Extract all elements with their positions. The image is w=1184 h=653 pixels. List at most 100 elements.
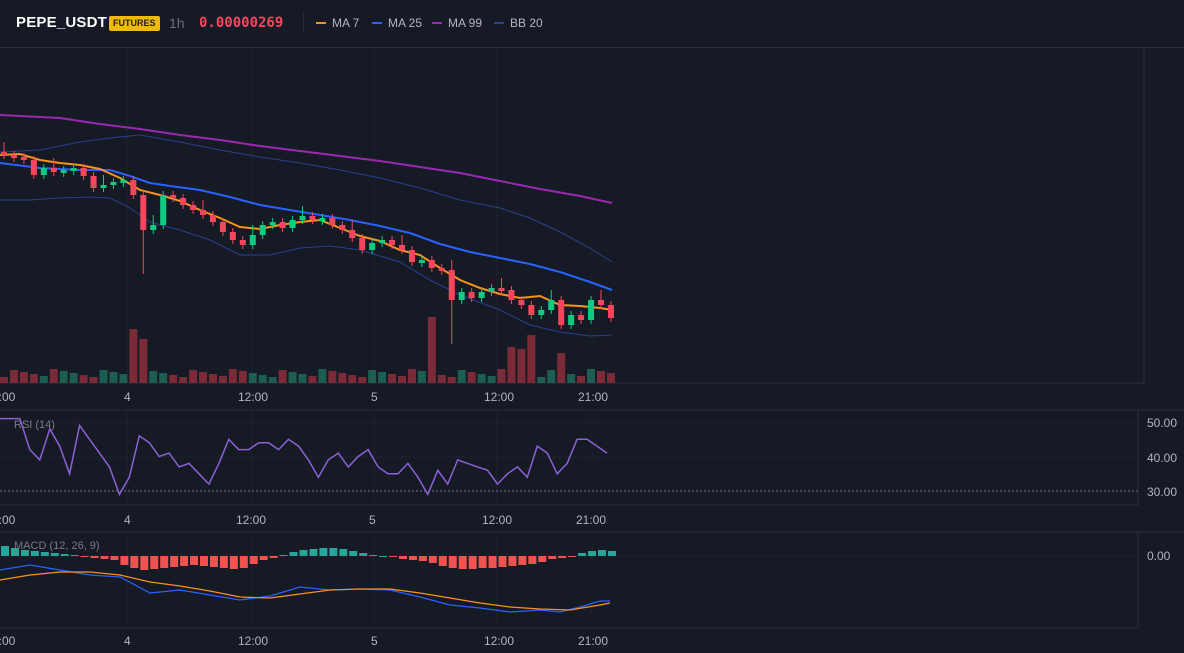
candle-body <box>498 288 505 291</box>
legend-ma7[interactable]: MA 7 <box>316 16 359 30</box>
macd-hist-bar <box>458 556 467 569</box>
volume-bar <box>19 372 28 383</box>
candle-body <box>309 216 316 220</box>
volume-bar <box>39 376 48 383</box>
volume-bar <box>29 374 38 383</box>
bb-lower-line <box>0 196 613 337</box>
candle-body <box>150 225 157 230</box>
time-tick: 4 <box>124 390 131 404</box>
candle-body <box>359 238 366 250</box>
time-tick: 5 <box>369 513 376 527</box>
volume-bar <box>238 371 247 383</box>
volume-bar <box>547 370 556 383</box>
bb-upper-line <box>0 134 613 263</box>
macd-hist-bar <box>110 556 119 560</box>
volume-bar <box>268 377 277 383</box>
volume-bar <box>507 347 516 383</box>
volume-bar <box>99 370 108 383</box>
volume-bar <box>497 369 506 383</box>
candle-body <box>389 240 396 245</box>
macd-histogram <box>1 546 616 570</box>
legend-ma99[interactable]: MA 99 <box>432 16 482 30</box>
volume-bar <box>477 374 486 383</box>
rsi-axis-tick: 30.00 <box>1147 485 1177 499</box>
macd-hist-bar <box>170 556 179 567</box>
volume-bar <box>328 371 337 383</box>
macd-hist-bar <box>1 546 9 556</box>
macd-hist-bar <box>150 556 159 569</box>
candle-body <box>528 305 535 315</box>
candle-body <box>329 218 336 225</box>
volume-bar <box>398 376 406 383</box>
candle-body <box>279 222 286 228</box>
macd-hist-bar <box>279 555 288 556</box>
volume-bar <box>308 376 317 383</box>
candle-body <box>259 225 266 235</box>
macd-hist-bar <box>229 556 238 569</box>
macd-hist-bar <box>239 556 248 568</box>
volume-bar <box>417 371 426 383</box>
candle-body <box>269 222 276 225</box>
volume-bar <box>9 370 18 383</box>
candle-body <box>200 210 206 215</box>
volume-bar <box>358 377 367 383</box>
candle-body <box>120 180 127 183</box>
interval-label[interactable]: 1h <box>169 15 185 31</box>
volume-bar <box>79 375 88 383</box>
volume-bar <box>407 369 416 383</box>
candle-body <box>428 260 435 268</box>
last-price: 0.00000269 <box>199 15 284 31</box>
legend-ma25-label: MA 25 <box>388 16 423 30</box>
candle-body <box>369 243 376 250</box>
time-tick: 12:00 <box>238 390 268 404</box>
candle-body <box>588 300 595 320</box>
volume-bar <box>49 369 58 383</box>
volume-bar <box>517 349 526 383</box>
time-tick: 12:00 <box>484 634 514 648</box>
volume-bar <box>278 370 287 383</box>
macd-hist-bar <box>349 551 358 556</box>
candle-body <box>20 157 27 160</box>
macd-hist-bar <box>508 556 517 566</box>
legend-ma7-label: MA 7 <box>332 16 360 30</box>
candle-body <box>478 292 485 298</box>
candle-body <box>180 198 187 205</box>
volume-bar <box>587 369 596 383</box>
volume-bar <box>109 372 118 383</box>
macd-hist-bar <box>448 556 457 568</box>
candle-body <box>209 215 216 222</box>
macd-hist-bar <box>200 556 208 566</box>
macd-hist-bar <box>538 556 547 562</box>
legend-ma25[interactable]: MA 25 <box>372 16 422 30</box>
symbol-name[interactable]: PEPE_USDT <box>16 14 107 31</box>
macd-hist-bar <box>468 556 477 569</box>
rsi-line <box>0 417 608 497</box>
candle-body <box>578 315 585 320</box>
volume-bar <box>447 377 456 383</box>
volume-bar <box>606 373 615 383</box>
bb20-swatch <box>494 22 504 24</box>
time-axis-macd: 2:00 4 12:00 5 12:00 21:00 <box>0 634 608 648</box>
macd-hist-bar <box>180 556 189 566</box>
volume-bar <box>119 374 128 383</box>
ma7-line <box>0 152 613 311</box>
volume-bar <box>258 375 267 383</box>
macd-hist-bar <box>598 550 606 556</box>
macd-hist-bar <box>309 549 318 556</box>
macd-hist-bar <box>249 556 258 564</box>
volume-bar <box>149 371 158 383</box>
macd-hist-bar <box>20 550 29 556</box>
legend-ma99-label: MA 99 <box>448 16 483 30</box>
volume-bar <box>348 375 357 383</box>
time-tick: 21:00 <box>578 634 608 648</box>
legend-bb20[interactable]: BB 20 <box>494 16 543 30</box>
macd-hist-bar <box>528 556 537 564</box>
volume-bar <box>427 317 436 383</box>
macd-hist-bar <box>518 556 527 565</box>
volume-bar <box>597 371 605 383</box>
macd-hist-bar <box>498 556 507 567</box>
candle-body <box>408 250 415 262</box>
volume-bar <box>338 373 347 383</box>
candle-body <box>319 218 326 221</box>
